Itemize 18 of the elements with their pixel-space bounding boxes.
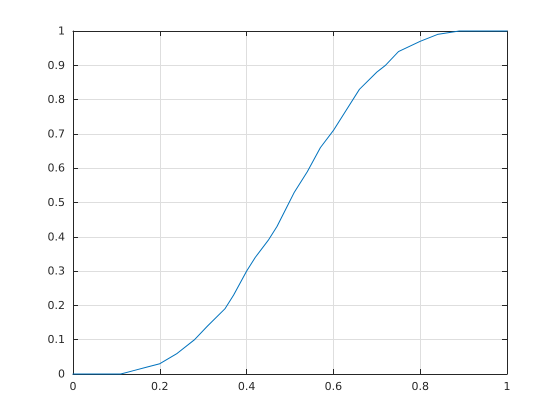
y-tick-label: 0.7 [48,127,65,140]
y-tick-label: 0.8 [48,93,65,106]
x-tick-label: 0.2 [151,380,169,393]
y-tick-label: 0.4 [48,230,65,244]
y-tick-label: 0 [58,368,65,380]
x-tick-label: 0 [70,380,76,393]
line-series [72,30,508,374]
x-tick-label: 0.4 [238,380,256,393]
y-tick-label: 0.6 [48,162,65,175]
y-tick-label: 0.9 [48,58,65,72]
x-tick-label: 0.6 [324,380,342,393]
y-tick-label: 0.5 [48,196,65,209]
y-tick-label: 0.2 [48,298,65,312]
y-tick-label: 1 [58,24,65,38]
y-tick-label: 0.1 [48,333,65,346]
x-tick-label: 1 [504,380,510,393]
x-tick-label: 0.8 [411,380,429,393]
y-tick-label: 0.3 [48,264,65,278]
